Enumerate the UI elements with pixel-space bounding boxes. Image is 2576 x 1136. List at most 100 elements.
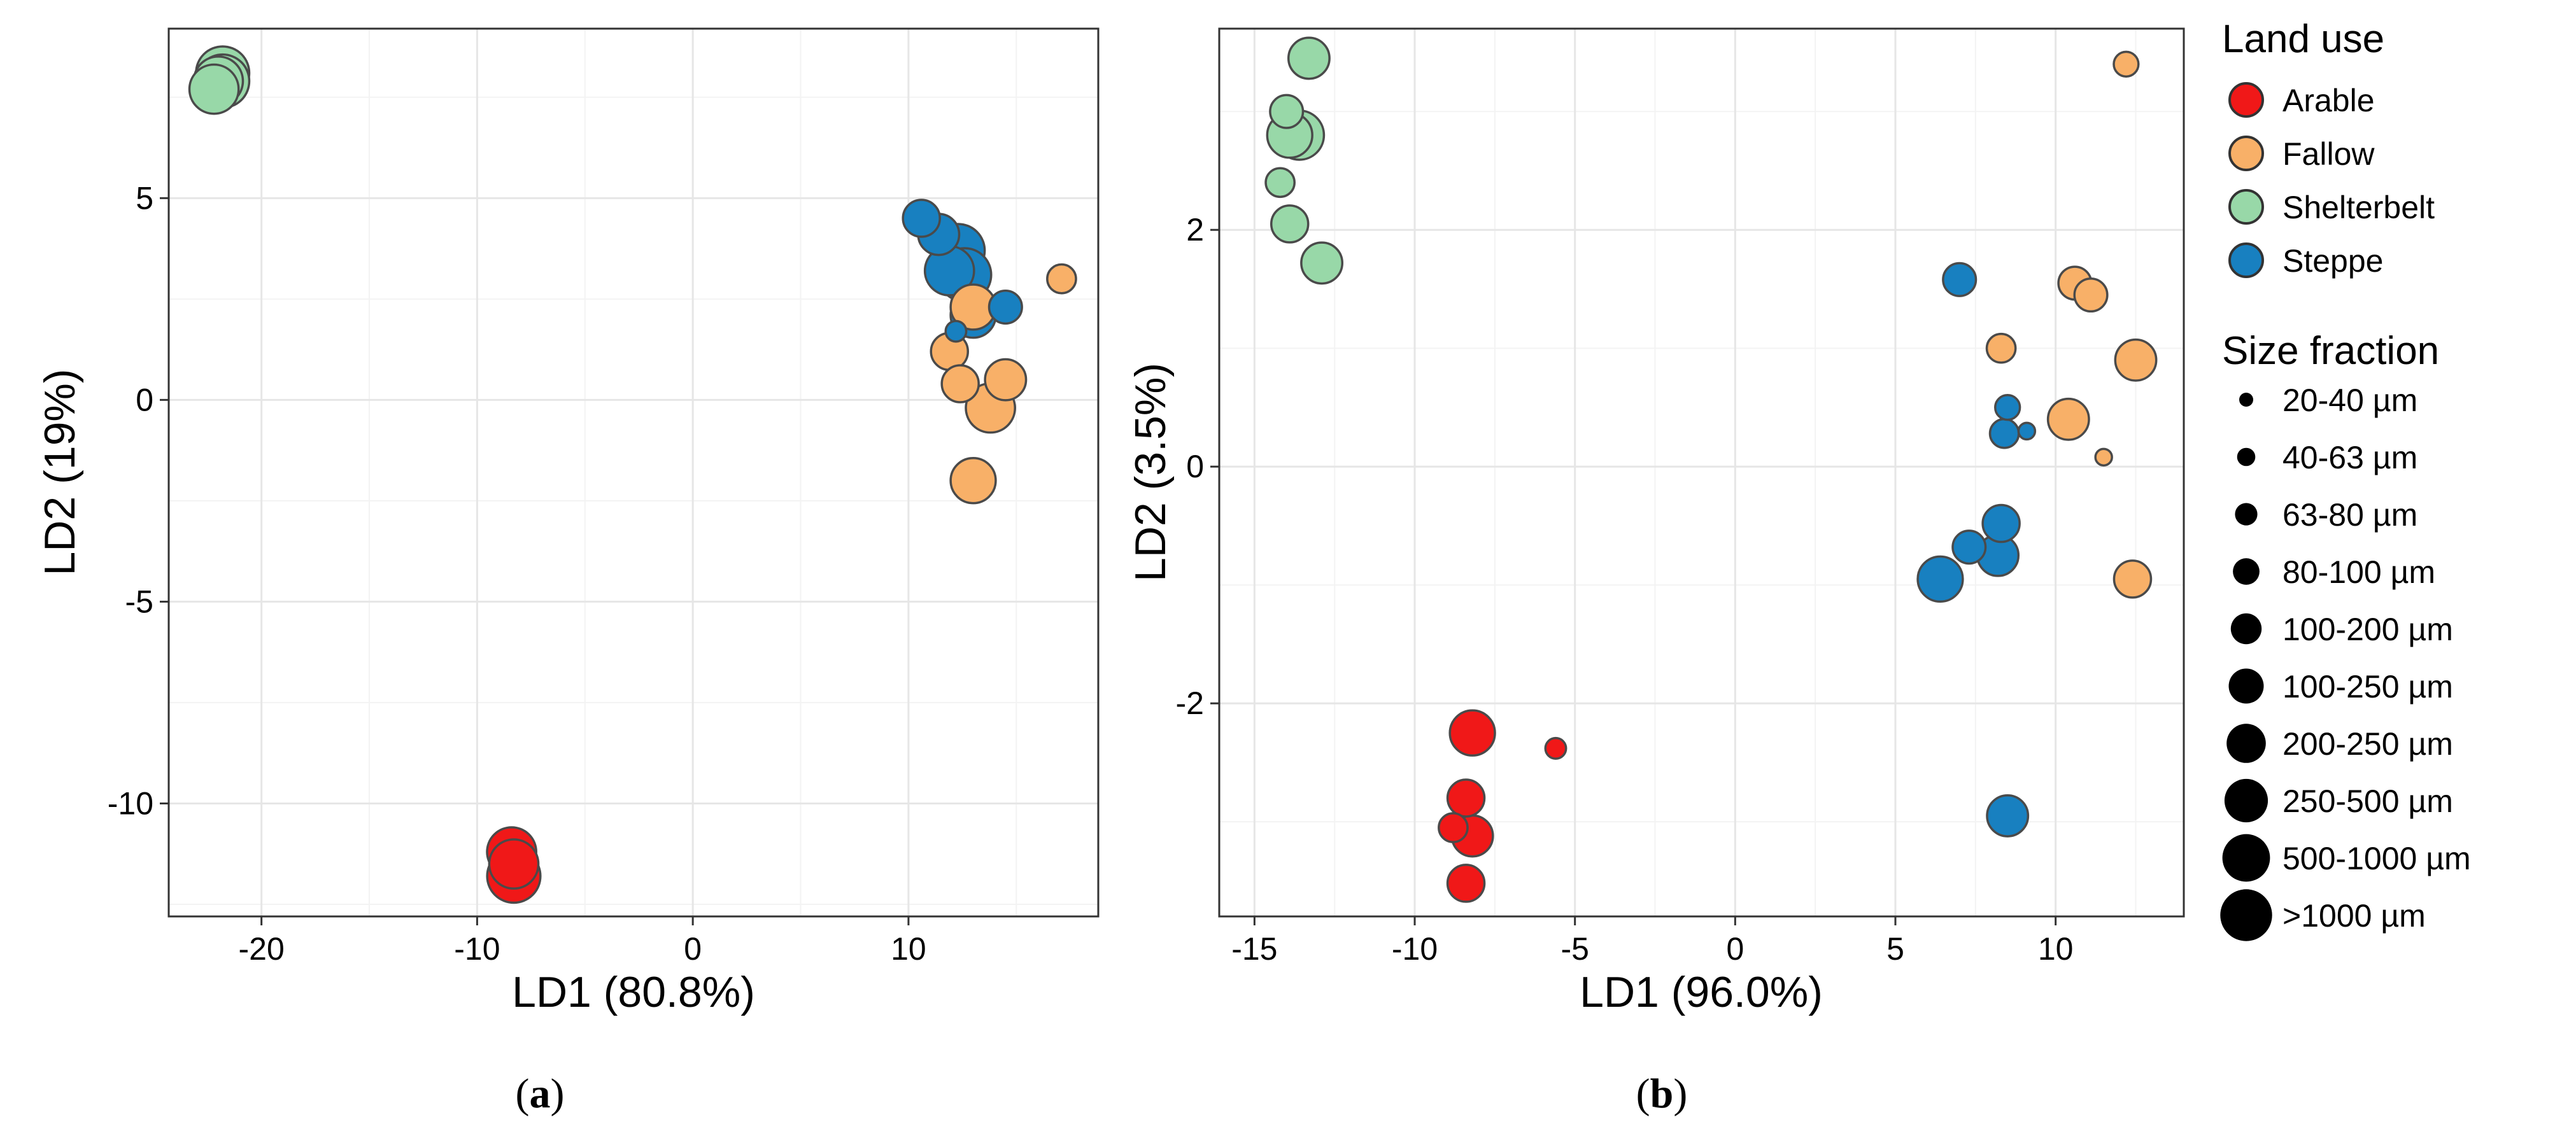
data-point-steppe	[987, 289, 1023, 325]
panel-b: -15 -10 -5 0 5 10-202 LD1 (96.0%) LD2 (3.5%) …	[1126, 27, 2185, 1117]
legend-size-label: 100-250 µm	[2282, 669, 2453, 705]
legend-size-label: 250-500 µm	[2282, 783, 2453, 819]
panel-b-points	[1264, 36, 2158, 903]
data-point-arable	[1544, 736, 1568, 760]
panel-b-y-tick-label: -2	[1176, 685, 1204, 721]
legend-size-item: >1000 µm	[2220, 889, 2426, 941]
legend-size-item: 100-200 µm	[2230, 612, 2453, 647]
data-point-shelterbelt	[1300, 241, 1344, 285]
legend-label-shelterbelt: Shelterbelt	[2282, 190, 2435, 225]
legend: Land use Arable Fallow Shelterbelt Steppe S…	[2220, 17, 2471, 941]
panel-a-x-tick-label: 10	[891, 931, 926, 967]
panel-a-x-axis-title: LD1 (80.8%)	[512, 968, 755, 1016]
panel-b-x-axis-title: LD1 (96.0%)	[1580, 968, 1823, 1016]
legend-size-dot	[2222, 834, 2270, 882]
legend-size-item: 40-63 µm	[2237, 440, 2417, 475]
legend-swatch-shelterbelt	[2228, 189, 2264, 225]
legend-size-items: 20-40 µm 40-63 µm 63-80 µm 80-100 µm 100-200…	[2220, 382, 2471, 941]
legend-size-dot	[2237, 447, 2256, 466]
legend-item-fallow: Fallow	[2228, 136, 2375, 172]
legend-swatch-steppe	[2228, 242, 2264, 278]
data-point-arable	[1446, 778, 1486, 818]
legend-size-dot	[2220, 889, 2272, 941]
data-point-arable	[1438, 812, 1469, 843]
legend-size-item: 80-100 µm	[2233, 554, 2435, 590]
legend-size-title: Size fraction	[2222, 329, 2439, 373]
data-point-fallow	[2094, 447, 2113, 467]
panel-b-y-tick-label: 0	[1186, 449, 1204, 484]
legend-size-label: 63-80 µm	[2282, 497, 2417, 533]
legend-swatch-fallow	[2228, 136, 2264, 171]
legend-size-dot	[2235, 503, 2258, 526]
legend-size-dot	[2228, 668, 2264, 704]
data-point-fallow	[2112, 559, 2153, 599]
panel-a-caption-close: )	[551, 1070, 565, 1117]
legend-size-dot	[2226, 724, 2266, 763]
panel-b-x-tick-label: 10	[2038, 931, 2074, 967]
data-point-steppe	[1988, 417, 2020, 449]
data-point-shelterbelt	[1264, 167, 1296, 199]
panel-b-x-tick-label: 0	[1726, 931, 1744, 967]
data-point-steppe	[1942, 262, 1978, 297]
data-point-shelterbelt	[1270, 204, 1310, 244]
data-point-fallow	[1985, 332, 2017, 364]
legend-size-dot	[2233, 558, 2260, 585]
data-point-steppe	[1951, 529, 1987, 565]
data-point-steppe	[944, 319, 968, 343]
panel-b-y-axis-title: LD2 (3.5%)	[1126, 363, 1175, 582]
data-point-arable	[1448, 709, 1496, 757]
panel-b-ticks: -15 -10 -5 0 5 10 -2 0 2	[1176, 212, 2074, 967]
data-point-steppe	[1981, 503, 2021, 543]
legend-size-dot	[2239, 393, 2253, 407]
data-point-fallow	[2046, 397, 2090, 441]
data-point-fallow	[1046, 263, 1077, 295]
panel-b-x-tick-label: -10	[1392, 931, 1438, 967]
data-point-fallow	[2114, 338, 2158, 382]
legend-size-label: 80-100 µm	[2282, 554, 2435, 590]
legend-size-dot	[2230, 613, 2262, 645]
data-point-shelterbelt	[1269, 94, 1305, 129]
legend-item-steppe: Steppe	[2228, 242, 2383, 279]
data-point-steppe	[902, 199, 941, 238]
panel-a-x-tick-label: -10	[454, 931, 500, 967]
data-point-fallow	[2112, 50, 2140, 78]
legend-size-item: 20-40 µm	[2239, 382, 2417, 418]
panel-b-x-tick-label: -5	[1560, 931, 1589, 967]
legend-label-steppe: Steppe	[2282, 243, 2383, 279]
data-point-fallow	[2073, 277, 2109, 313]
legend-land-use-title: Land use	[2222, 17, 2384, 61]
legend-size-label: 40-63 µm	[2282, 440, 2417, 475]
legend-size-label: 200-250 µm	[2282, 726, 2453, 762]
panel-b-caption: (b)	[1636, 1070, 1688, 1117]
panel-b-y-tick-label: 2	[1186, 212, 1204, 248]
panel-b-caption-letter: b	[1650, 1070, 1674, 1117]
legend-label-arable: Arable	[2282, 83, 2375, 118]
legend-label-fallow: Fallow	[2282, 136, 2375, 172]
legend-size-item: 500-1000 µm	[2222, 834, 2471, 882]
legend-size-dot	[2224, 778, 2268, 823]
legend-size-label: 100-200 µm	[2282, 612, 2453, 647]
panel-a: -20 -10 0 10 -10 -5 0 5 LD1 (80.8%) LD2 (19%) (…	[36, 27, 1100, 1117]
panel-a-x-tick-label: -20	[239, 931, 285, 967]
legend-item-arable: Arable	[2228, 82, 2375, 118]
panel-a-caption: (a)	[516, 1070, 565, 1117]
legend-size-item: 200-250 µm	[2226, 724, 2453, 763]
panel-b-x-tick-label: -15	[1231, 931, 1277, 967]
panel-b-caption-close: )	[1673, 1070, 1687, 1117]
panel-a-ticks: -20 -10 0 10 -10 -5 0 5	[108, 180, 926, 967]
data-point-fallow	[949, 457, 997, 505]
panel-a-caption-letter: a	[530, 1070, 551, 1117]
panel-a-points	[188, 45, 1077, 904]
legend-swatch-arable	[2228, 82, 2264, 118]
panel-a-caption-open: (	[516, 1070, 530, 1117]
data-point-fallow	[940, 364, 980, 403]
panel-a-x-tick-label: 0	[684, 931, 702, 967]
data-point-steppe	[1986, 794, 2030, 838]
panel-a-grid	[169, 29, 1098, 916]
panel-b-caption-open: (	[1636, 1070, 1650, 1117]
legend-size-label: 500-1000 µm	[2282, 841, 2471, 876]
data-point-steppe	[2017, 421, 2037, 441]
panel-a-y-tick-label: 0	[136, 382, 153, 417]
legend-size-item: 63-80 µm	[2235, 497, 2417, 533]
